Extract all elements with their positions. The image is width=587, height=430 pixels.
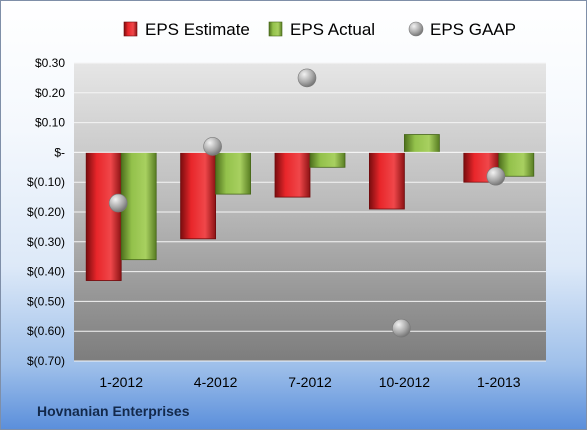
- gaap-marker: [392, 318, 411, 338]
- legend-label: EPS Estimate: [145, 20, 250, 39]
- y-tick-label: $0.30: [35, 56, 65, 70]
- gaap-marker: [108, 193, 128, 213]
- actual-bar: [403, 134, 440, 153]
- legend-label: EPS GAAP: [430, 20, 516, 39]
- x-category-label: 1-2012: [99, 374, 143, 390]
- estimate-bar: [85, 151, 122, 281]
- legend-swatch: [123, 21, 138, 37]
- y-tick-label: $(0.70): [27, 354, 65, 368]
- y-tick-label: $0.10: [35, 116, 65, 130]
- y-tick-label: $(0.10): [27, 175, 65, 189]
- legend-swatch: [268, 21, 283, 37]
- legend-swatch: [408, 21, 424, 37]
- y-tick-label: $(0.40): [27, 265, 65, 279]
- y-tick-label: $(0.20): [27, 205, 65, 219]
- x-category-label: 1-2013: [477, 374, 521, 390]
- company-name: Hovnanian Enterprises: [37, 403, 190, 419]
- actual-bar: [309, 151, 346, 168]
- y-tick-label: $0.20: [35, 86, 65, 100]
- y-tick-label: $(0.30): [27, 235, 65, 249]
- y-tick-label: $(0.50): [27, 294, 65, 308]
- actual-bar: [215, 151, 252, 195]
- gridlines: [74, 62, 546, 362]
- x-axis-categories: 1-2012 4-2012 7-2012 10-2012 1-2013: [99, 374, 520, 390]
- y-tick-label: $-: [54, 145, 65, 159]
- estimate-bar: [180, 151, 217, 240]
- gaap-marker: [203, 137, 222, 156]
- x-category-label: 4-2012: [194, 374, 238, 390]
- gaap-marker: [486, 166, 506, 186]
- estimate-bar: [368, 151, 405, 210]
- legend: EPS Estimate EPS Actual EPS GAAP: [123, 20, 516, 39]
- gaap-markers: [108, 68, 506, 338]
- gaap-marker: [297, 68, 317, 88]
- estimate-bar: [274, 151, 311, 198]
- y-axis-ticks: $0.30 $0.20 $0.10 $- $(0.10) $(0.20) $(0.30) $(…: [27, 56, 65, 368]
- legend-label: EPS Actual: [290, 20, 375, 39]
- x-category-label: 10-2012: [379, 374, 431, 390]
- y-tick-label: $(0.60): [27, 324, 65, 338]
- x-category-label: 7-2012: [288, 374, 332, 390]
